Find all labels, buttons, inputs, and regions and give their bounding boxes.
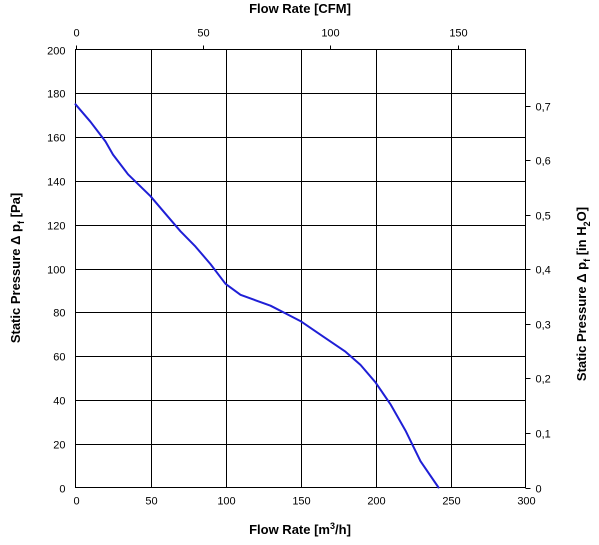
y-tick-label-left: 160 — [47, 133, 65, 145]
y-axis-title-right-sub: f — [582, 258, 592, 262]
x-tick-label-bottom: 0 — [73, 496, 79, 508]
y-tick-label-right: 0,1 — [536, 429, 551, 441]
x-axis-title-bottom-main: Flow Rate [m — [249, 522, 330, 537]
y-axis-title-right-sub2: 2 — [582, 221, 592, 226]
y-tick-label-left: 140 — [47, 177, 65, 189]
x-axis-title-bottom-sup: 3 — [330, 521, 335, 531]
y-tick-label-left: 200 — [47, 46, 65, 58]
y-tick-label-left: 180 — [47, 89, 65, 101]
y-axis-title-left-tail: [Pa] — [8, 193, 23, 221]
y-tick-label-left: 100 — [47, 265, 65, 277]
x-tick-label-bottom: 50 — [145, 496, 157, 508]
x-tick-label-bottom: 300 — [517, 496, 535, 508]
y-tick-label-right: 0,6 — [536, 156, 551, 168]
y-tick-label-left: 80 — [53, 308, 65, 320]
y-tick-label-right: 0 — [536, 484, 542, 496]
x-tick-label-top: 150 — [449, 28, 467, 40]
plot-frame — [75, 49, 526, 488]
y-tick-label-right: 0,2 — [536, 374, 551, 386]
y-axis-title-right-tail: O] — [574, 207, 589, 221]
series-line — [74, 103, 440, 489]
y-tick-label-left: 120 — [47, 221, 65, 233]
series-layer — [74, 103, 440, 489]
x-tick-label-top: 100 — [321, 28, 339, 40]
y-tick-label-right: 0,4 — [536, 265, 551, 277]
x-axis-title-bottom-tail: /h] — [335, 522, 351, 537]
y-tick-label-right: 0,5 — [536, 211, 551, 223]
y-tick-label-right: 0,7 — [536, 102, 551, 114]
x-tick-label-bottom: 200 — [367, 496, 385, 508]
x-axis-title-top: Flow Rate [CFM] — [249, 1, 351, 16]
y-tick-label-right: 0,3 — [536, 320, 551, 332]
x-axis-title-bottom: Flow Rate [m3/h] — [249, 521, 351, 537]
x-tick-label-bottom: 250 — [442, 496, 460, 508]
y-axis-title-left: Static Pressure Δ pf [Pa] — [8, 193, 26, 343]
y-axis-title-left-main: Static Pressure Δ p — [8, 224, 23, 343]
y-axis-title-right-mid: [in H — [574, 226, 589, 259]
x-tick-label-bottom: 150 — [292, 496, 310, 508]
y-axis-title-right-main: Static Pressure Δ p — [574, 262, 589, 381]
y-tick-label-left: 20 — [53, 440, 65, 452]
y-tick-label-left: 40 — [53, 396, 65, 408]
gridlines — [75, 49, 526, 488]
x-tick-label-top: 0 — [73, 28, 79, 40]
y-tick-label-left: 60 — [53, 352, 65, 364]
x-tick-label-bottom: 100 — [217, 496, 235, 508]
y-axis-title-left-sub: f — [16, 220, 26, 224]
y-axis-title-right: Static Pressure Δ pf [in H2O] — [574, 207, 592, 381]
x-tick-label-top: 50 — [197, 28, 209, 40]
ticks: 0 50 100 150 200 250 3000204060801001201401601… — [47, 28, 551, 508]
y-tick-label-left: 0 — [59, 484, 65, 496]
